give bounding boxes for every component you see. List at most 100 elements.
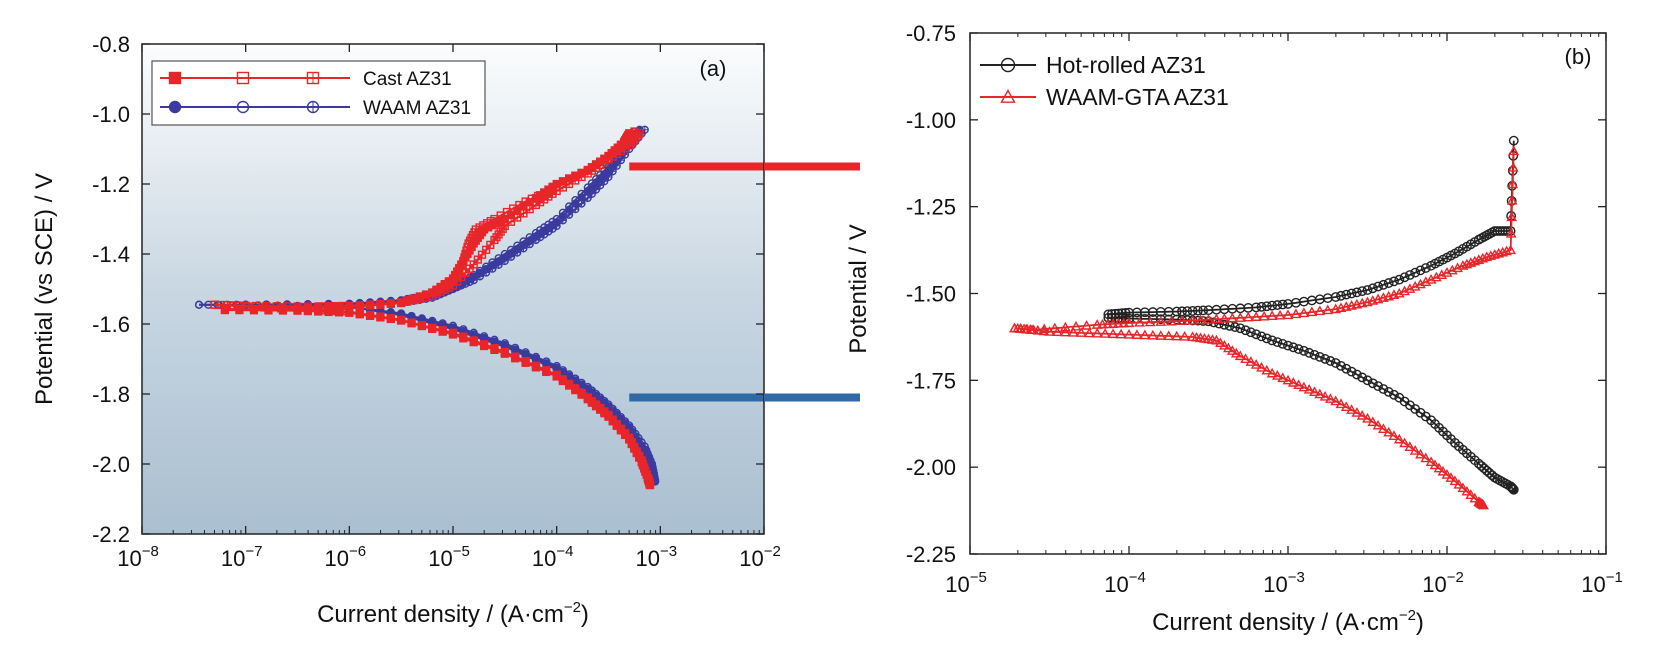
data-point bbox=[1293, 379, 1304, 390]
data-point bbox=[1367, 378, 1378, 389]
legend: Cast AZ31 WAAM AZ31 bbox=[151, 60, 486, 126]
data-point bbox=[558, 376, 567, 385]
data-point bbox=[521, 358, 530, 367]
data-point bbox=[324, 306, 333, 315]
data-point bbox=[1060, 326, 1071, 337]
data-point bbox=[1166, 315, 1177, 326]
data-point bbox=[525, 233, 534, 242]
data-point bbox=[1433, 462, 1445, 473]
data-point bbox=[565, 202, 574, 211]
y-tick-label: -2.25 bbox=[906, 542, 956, 567]
data-point bbox=[616, 425, 626, 434]
data-point bbox=[1226, 345, 1238, 355]
data-point bbox=[1346, 288, 1357, 299]
data-point bbox=[1461, 485, 1473, 496]
data-point-cross bbox=[501, 222, 509, 230]
data-point-cross bbox=[474, 256, 482, 263]
data-point bbox=[1404, 441, 1416, 451]
data-point bbox=[1272, 300, 1283, 310]
data-point bbox=[1356, 410, 1368, 420]
data-point bbox=[587, 179, 597, 188]
data-point bbox=[1277, 299, 1288, 310]
data-point bbox=[1508, 145, 1520, 156]
data-point bbox=[1242, 311, 1254, 322]
data-point bbox=[1099, 328, 1111, 338]
data-point bbox=[475, 266, 485, 275]
data-point bbox=[1465, 489, 1477, 500]
data-point bbox=[1256, 331, 1267, 342]
data-point bbox=[1219, 319, 1230, 330]
data-point bbox=[1373, 281, 1384, 292]
data-point bbox=[500, 339, 509, 348]
data-point bbox=[591, 175, 601, 184]
data-point bbox=[314, 306, 323, 315]
data-point bbox=[625, 434, 634, 443]
data-point bbox=[1309, 386, 1320, 396]
y-tick-label: -2.00 bbox=[906, 455, 956, 480]
data-point bbox=[583, 183, 592, 192]
data-point bbox=[1437, 465, 1449, 476]
data-point bbox=[1230, 322, 1240, 332]
data-point bbox=[1293, 344, 1304, 354]
data-point bbox=[1287, 377, 1299, 387]
data-point bbox=[397, 315, 406, 324]
data-point bbox=[511, 353, 520, 362]
data-point bbox=[500, 348, 509, 358]
data-point bbox=[1298, 381, 1310, 392]
data-point bbox=[1314, 305, 1326, 316]
data-point bbox=[1113, 317, 1124, 328]
data-point bbox=[428, 288, 437, 297]
data-point bbox=[1507, 178, 1519, 189]
data-point bbox=[1330, 358, 1341, 368]
x-tick-label: 10−5 bbox=[945, 569, 987, 597]
data-point bbox=[1478, 499, 1489, 510]
data-point bbox=[620, 430, 630, 439]
data-point bbox=[459, 333, 468, 342]
data-point bbox=[1195, 314, 1206, 325]
data-point bbox=[565, 370, 574, 379]
legend-marker-cross bbox=[307, 72, 319, 84]
data-point bbox=[1187, 314, 1198, 325]
data-point bbox=[513, 241, 522, 250]
data-point bbox=[1410, 267, 1421, 278]
data-point bbox=[490, 335, 499, 344]
data-point bbox=[1155, 316, 1167, 326]
data-point bbox=[531, 352, 541, 362]
data-point bbox=[376, 299, 385, 309]
data-point bbox=[1399, 272, 1410, 283]
data-point bbox=[1469, 255, 1481, 266]
data-point bbox=[260, 303, 269, 312]
data-point bbox=[1038, 325, 1050, 336]
data-point bbox=[1052, 326, 1063, 337]
data-point bbox=[1299, 345, 1309, 356]
data-point bbox=[1067, 326, 1079, 337]
data-point bbox=[542, 357, 551, 366]
data-point bbox=[494, 254, 503, 263]
data-point bbox=[1330, 395, 1342, 406]
data-point bbox=[577, 389, 586, 398]
data-point bbox=[596, 170, 605, 180]
data-point bbox=[1477, 252, 1489, 263]
data-point bbox=[1415, 265, 1426, 276]
data-point bbox=[511, 343, 520, 352]
data-point bbox=[1256, 301, 1267, 312]
data-point bbox=[1457, 482, 1469, 493]
data-point bbox=[1378, 279, 1389, 290]
data-point bbox=[1215, 337, 1226, 348]
data-point bbox=[1357, 286, 1368, 297]
data-point bbox=[303, 305, 312, 314]
data-point bbox=[1457, 260, 1469, 270]
data-point bbox=[1505, 244, 1516, 255]
data-point bbox=[1134, 316, 1145, 327]
data-point-cross bbox=[470, 261, 478, 268]
x-tick-label: 10−4 bbox=[1104, 569, 1146, 597]
data-point bbox=[1378, 384, 1389, 394]
data-point bbox=[227, 301, 236, 310]
data-point bbox=[345, 307, 354, 316]
data-point bbox=[632, 447, 641, 456]
data-point bbox=[407, 318, 416, 327]
data-point bbox=[1352, 287, 1362, 298]
legend-label: WAAM-GTA AZ31 bbox=[1046, 84, 1229, 110]
data-point bbox=[1282, 309, 1294, 320]
